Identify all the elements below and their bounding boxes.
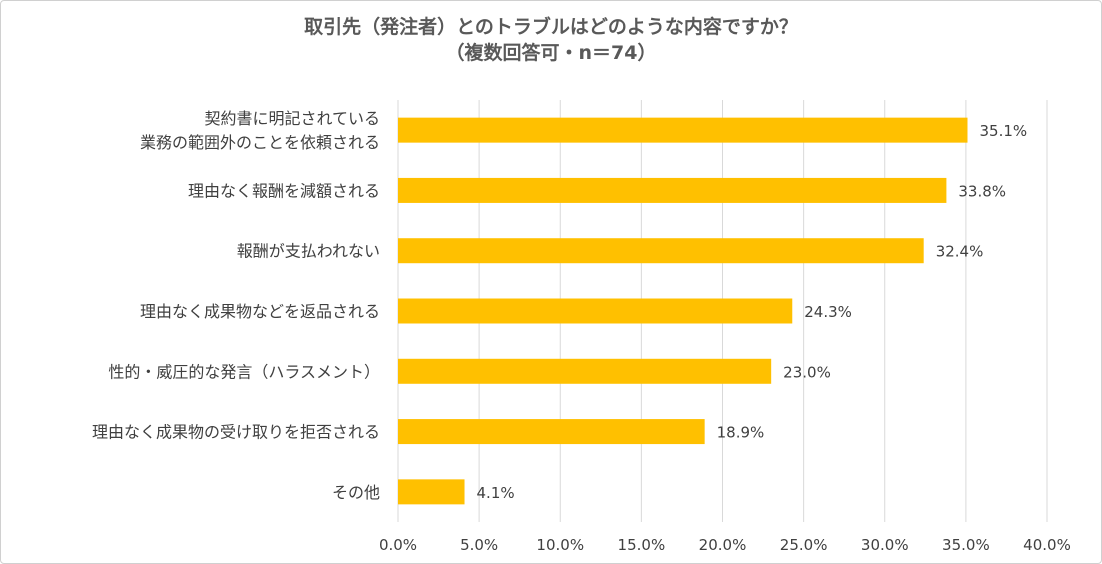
value-label: 33.8% [958, 182, 1006, 200]
chart-title-line-1: 取引先（発注者）とのトラブルはどのような内容ですか？ [304, 16, 798, 38]
value-label: 24.3% [804, 303, 852, 321]
bar [398, 117, 968, 143]
category-label: 報酬が支払われない [237, 242, 380, 261]
bar [398, 238, 924, 264]
category-label: その他 [332, 483, 380, 502]
x-tick-label: 35.0% [942, 536, 990, 554]
category-label: 契約書に明記されている [204, 109, 380, 128]
bar [398, 298, 793, 324]
bar [398, 177, 947, 203]
bar [398, 419, 705, 445]
x-tick-label: 40.0% [1023, 536, 1071, 554]
bar [398, 358, 772, 384]
value-label: 23.0% [783, 363, 831, 381]
chart-title: 取引先（発注者）とのトラブルはどのような内容ですか？ （複数回答可・n＝74） [0, 14, 1102, 66]
x-tick-label: 5.0% [460, 536, 498, 554]
chart-title-line-2: （複数回答可・n＝74） [445, 42, 657, 64]
x-tick-label: 10.0% [536, 536, 584, 554]
x-tick-label: 30.0% [861, 536, 909, 554]
x-tick-label: 15.0% [618, 536, 666, 554]
x-tick-label: 0.0% [379, 536, 417, 554]
value-label: 4.1% [477, 484, 515, 502]
bar [398, 479, 465, 505]
category-label: 業務の範囲外のことを依頼される [140, 133, 380, 152]
x-tick-label: 20.0% [699, 536, 747, 554]
value-label: 32.4% [936, 243, 984, 261]
category-label: 理由なく成果物などを返品される [140, 302, 380, 321]
category-label: 性的・威圧的な発言（ハラスメント） [108, 362, 380, 381]
category-label: 理由なく報酬を減額される [188, 181, 380, 200]
x-tick-label: 25.0% [780, 536, 828, 554]
value-label: 18.9% [717, 424, 765, 442]
value-label: 35.1% [979, 122, 1027, 140]
category-label: 理由なく成果物の受け取りを拒否される [92, 423, 380, 442]
